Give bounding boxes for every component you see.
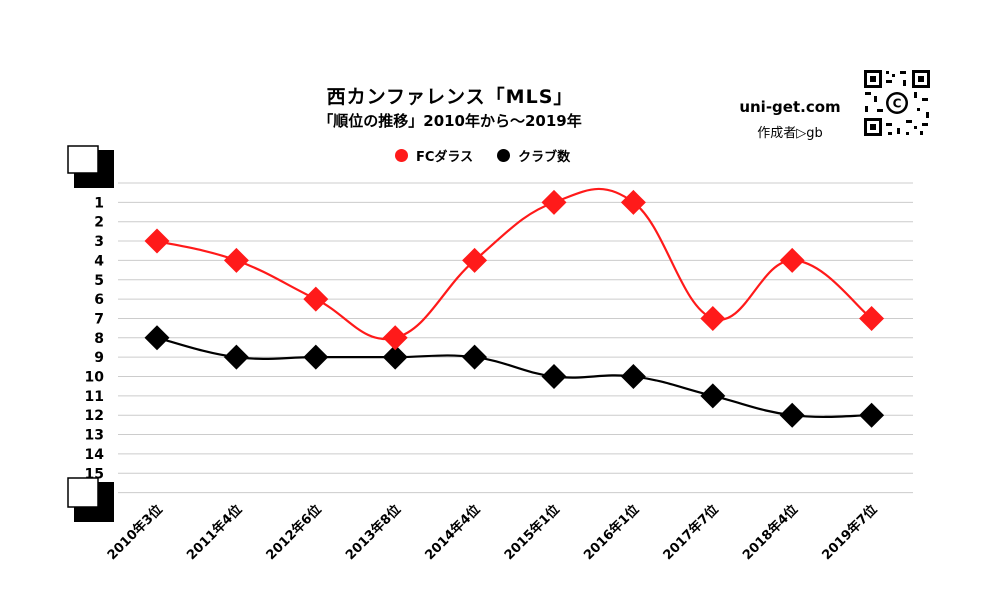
x-tick-label: 2011年4位 (184, 502, 246, 564)
legend-label-club: クラブ数 (518, 150, 571, 165)
data-point-club (620, 364, 646, 389)
data-point-fc (144, 228, 170, 254)
y-tick-label: 10 (85, 370, 105, 386)
site-url: uni-get.com (739, 98, 841, 116)
series-line-club (156, 336, 872, 419)
axis-bottom-block (67, 477, 114, 522)
data-point-fc (462, 247, 488, 273)
x-tick-label: 2012年6位 (263, 502, 325, 564)
legend-marker-fc (395, 149, 408, 162)
x-tick-label: 2017年7位 (660, 502, 722, 564)
grid-lines (118, 182, 913, 494)
legend-label-fc: FCダラス (416, 150, 474, 165)
data-point-club (541, 364, 567, 389)
data-point-fc (620, 189, 646, 215)
y-tick-label: 9 (94, 350, 104, 366)
y-tick-label: 6 (94, 292, 104, 308)
x-tick-label: 2015年1位 (501, 502, 563, 564)
y-tick-label: 4 (94, 253, 104, 269)
data-point-fc (382, 325, 408, 351)
y-tick-label: 7 (94, 311, 104, 327)
data-point-club (223, 344, 249, 370)
y-tick-label: 11 (85, 389, 104, 405)
author-credit: 作成者▷gb (757, 126, 823, 141)
data-point-club (779, 402, 805, 428)
data-point-fc (303, 286, 329, 312)
qr-center-letter: C (893, 97, 902, 111)
data-point-fc (779, 247, 805, 273)
data-point-club (303, 344, 329, 370)
data-point-fc (700, 305, 726, 331)
qr-code-icon: C (862, 68, 932, 138)
y-tick-label: 5 (94, 273, 104, 289)
y-tick-label: 13 (85, 428, 104, 444)
y-tick-label: 12 (85, 408, 104, 424)
x-tick-label: 2018年4位 (739, 502, 801, 564)
x-tick-label: 2014年4位 (422, 502, 484, 564)
x-tick-label: 2019年7位 (819, 502, 881, 564)
series-layer (144, 187, 885, 428)
x-axis-ticks: 2010年3位 2011年4位 2012年6位 2013年8位 2014年4位 2015年… (104, 502, 880, 564)
data-point-club (700, 383, 726, 409)
y-tick-label: 14 (85, 447, 105, 463)
chart-subtitle: 「順位の推移」2010年から～2019年 (318, 112, 582, 130)
legend-item-fc: FCダラス (395, 146, 473, 165)
data-point-club (144, 325, 170, 351)
axis-top-block (67, 145, 114, 188)
legend-marker-club (497, 149, 511, 162)
x-tick-label: 2013年8位 (342, 502, 404, 564)
legend: FCダラス クラブ数 (395, 146, 594, 165)
y-tick-label: 8 (94, 331, 104, 347)
series-line-fc (156, 187, 873, 341)
x-tick-label: 2016年1位 (581, 502, 643, 564)
data-point-club (382, 344, 408, 370)
data-point-club (462, 344, 488, 370)
data-point-fc (541, 189, 567, 215)
chart-title: 西カンファレンス「MLS」 (326, 86, 574, 108)
y-tick-label: 2 (94, 215, 104, 231)
y-tick-label: 1 (94, 195, 104, 211)
legend-item-club: クラブ数 (497, 146, 570, 165)
data-point-club (859, 402, 885, 428)
y-tick-label: 15 (85, 466, 104, 482)
data-point-fc (223, 247, 249, 273)
data-point-fc (859, 305, 885, 331)
y-tick-label: 3 (94, 234, 104, 250)
